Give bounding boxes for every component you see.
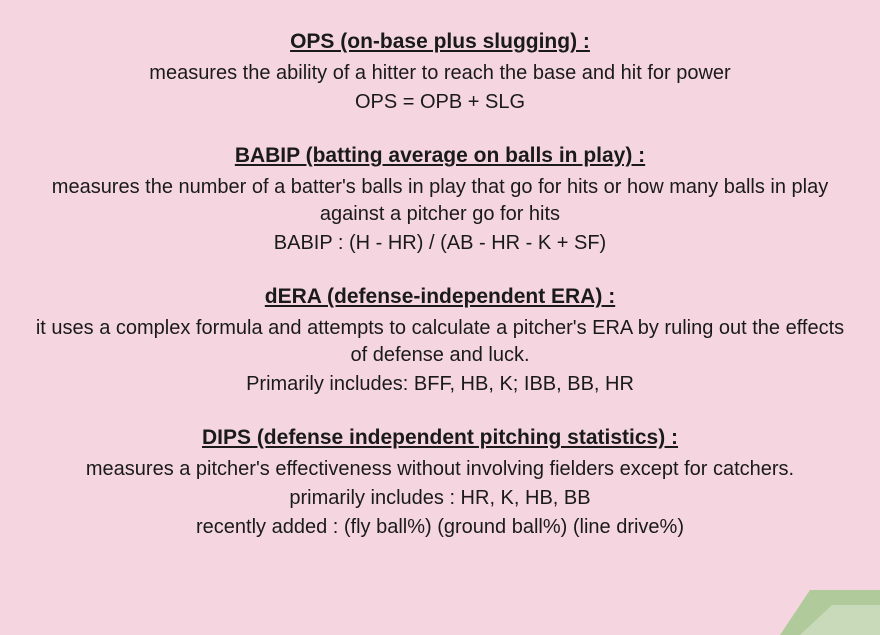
- desc-dera: it uses a complex formula and attempts t…: [30, 315, 850, 369]
- desc-babip: measures the number of a batter's balls …: [30, 174, 850, 228]
- content-container: OPS (on-base plus slugging) : measures t…: [20, 30, 860, 541]
- section-babip: BABIP (batting average on balls in play)…: [30, 144, 850, 257]
- heading-dips: DIPS (defense independent pitching stati…: [30, 426, 850, 450]
- heading-ops: OPS (on-base plus slugging) :: [30, 30, 850, 54]
- section-dera: dERA (defense-independent ERA) : it uses…: [30, 285, 850, 398]
- formula-ops: OPS = OPB + SLG: [30, 89, 850, 116]
- section-ops: OPS (on-base plus slugging) : measures t…: [30, 30, 850, 116]
- heading-dera: dERA (defense-independent ERA) :: [30, 285, 850, 309]
- formula-dera: Primarily includes: BFF, HB, K; IBB, BB,…: [30, 371, 850, 398]
- desc-dips: measures a pitcher's effectiveness witho…: [30, 456, 850, 483]
- formula-babip: BABIP : (H - HR) / (AB - HR - K + SF): [30, 230, 850, 257]
- desc-ops: measures the ability of a hitter to reac…: [30, 60, 850, 87]
- formula-dips-1: primarily includes : HR, K, HB, BB: [30, 485, 850, 512]
- heading-babip: BABIP (batting average on balls in play)…: [30, 144, 850, 168]
- section-dips: DIPS (defense independent pitching stati…: [30, 426, 850, 541]
- formula-dips-2: recently added : (fly ball%) (ground bal…: [30, 514, 850, 541]
